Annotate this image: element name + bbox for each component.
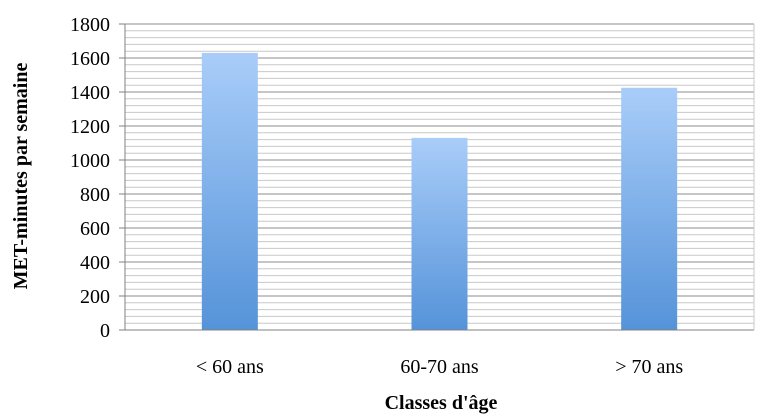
x-tick-labels: < 60 ans 60-70 ans > 70 ans: [196, 356, 683, 378]
x-axis-title: Classes d'âge: [385, 392, 498, 414]
axes: [119, 23, 755, 331]
x-tick-label: < 60 ans: [196, 356, 264, 378]
y-tick-label: 800: [80, 184, 110, 206]
y-tick-label: 1200: [70, 116, 110, 138]
bar: [621, 87, 678, 330]
y-tick-label: 600: [80, 218, 110, 240]
y-tick-label: 1000: [70, 150, 110, 172]
y-tick-label: 400: [80, 252, 110, 274]
y-tick-labels: 0 200 400 600 800 1000 1200 1400 1600 1800: [70, 14, 110, 342]
bar: [201, 52, 258, 331]
y-tick-label: 200: [80, 286, 110, 308]
y-tick-label: 1600: [70, 48, 110, 70]
x-tick-label: > 70 ans: [615, 356, 683, 378]
y-tick-label: 1800: [70, 14, 110, 36]
bar: [411, 137, 468, 330]
y-tick-label: 1400: [70, 82, 110, 104]
x-tick-label: 60-70 ans: [400, 356, 479, 378]
bars: [201, 52, 678, 331]
y-tick-label: 0: [100, 320, 110, 342]
y-axis-title: MET-minutes par semaine: [10, 63, 32, 290]
